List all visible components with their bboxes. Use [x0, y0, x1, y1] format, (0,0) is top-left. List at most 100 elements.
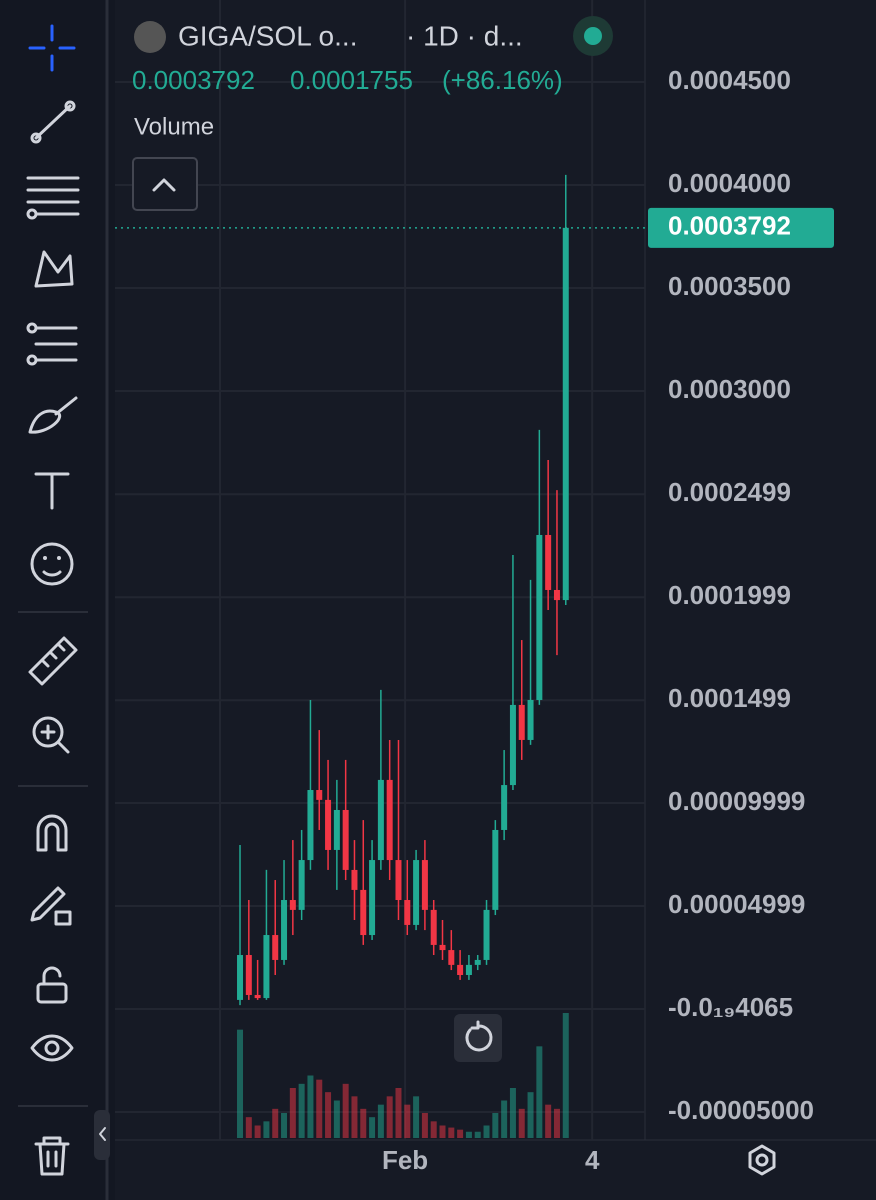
chevron-up — [152, 178, 176, 192]
indicator-name: Volume — [134, 113, 214, 140]
candle-body — [245, 955, 252, 995]
y-tick-label: 0.0001499 — [668, 683, 791, 713]
candle-body — [518, 704, 525, 740]
candle-body — [360, 889, 367, 936]
price-change: 0.0001755 — [290, 65, 413, 95]
volume-bar — [316, 1079, 323, 1138]
candle-body — [465, 964, 472, 975]
candle-body — [307, 790, 314, 861]
brush-tool[interactable] — [28, 396, 78, 434]
y-tick-label: 0.0003500 — [668, 271, 791, 301]
volume-bar — [377, 1104, 384, 1138]
volume-bar — [395, 1088, 402, 1138]
volume-bar — [281, 1113, 288, 1138]
fib-tool[interactable] — [26, 176, 80, 220]
lock-tool[interactable] — [36, 966, 68, 1004]
candle-body — [545, 534, 552, 590]
volume-bar — [501, 1100, 508, 1138]
volume-bar — [237, 1029, 244, 1138]
candle-body — [316, 790, 323, 800]
interval: · 1D · d... — [406, 20, 523, 51]
candle-body — [342, 809, 349, 870]
candle-body — [562, 227, 569, 601]
candle-body — [474, 959, 481, 965]
candle-body — [457, 964, 464, 975]
delete-tool[interactable] — [34, 1136, 70, 1176]
candle-body — [492, 829, 499, 910]
candle-body — [448, 950, 455, 965]
plot: 0.0004500 0.0004000 0.0003500 0.0003000 0.00… — [115, 0, 834, 1175]
candle-body — [325, 799, 332, 850]
y-tick-label: 0.00009999 — [668, 786, 805, 816]
text-tool[interactable] — [34, 472, 70, 510]
volume-bar — [527, 1092, 534, 1138]
candle-body — [536, 534, 543, 700]
crosshair-tool[interactable] — [28, 24, 76, 72]
candle-body — [430, 909, 437, 945]
magnet-tool[interactable] — [36, 814, 68, 852]
candle-body — [289, 900, 296, 910]
visibility-tool[interactable] — [30, 1034, 74, 1062]
y-tick-label: 0.00004999 — [668, 889, 805, 919]
volume-bar — [562, 1013, 569, 1138]
volume-bar — [448, 1127, 455, 1138]
volume-bar — [465, 1131, 472, 1138]
volume-bar — [483, 1125, 490, 1138]
settings[interactable] — [748, 1144, 776, 1176]
ruler-tool[interactable] — [28, 636, 78, 686]
volume-bar — [457, 1129, 464, 1138]
market-status-dot — [584, 27, 602, 45]
collapse-indicators[interactable] — [132, 157, 198, 211]
volume-bar — [360, 1108, 367, 1138]
collapse-icon — [99, 1127, 106, 1141]
volume-bar — [413, 1096, 420, 1138]
pattern-tool[interactable] — [34, 250, 74, 288]
candle-body — [483, 909, 490, 960]
volume-bar — [536, 1046, 543, 1138]
candle-body — [377, 779, 384, 861]
volume-bar — [430, 1121, 437, 1138]
y-tick-label: 0.0001999 — [668, 580, 791, 610]
candle-body — [527, 699, 534, 740]
volume-bar — [518, 1108, 525, 1138]
volume-bar — [307, 1075, 314, 1138]
volume-bar — [272, 1108, 279, 1138]
volume-bar — [369, 1117, 376, 1138]
volume-bar — [421, 1113, 428, 1138]
reset-chart[interactable] — [454, 1014, 502, 1062]
volume-bar — [289, 1088, 296, 1138]
projection-tool[interactable] — [26, 322, 78, 366]
volume-bar — [404, 1104, 411, 1138]
price-change-pct: (+86.16%) — [442, 65, 563, 95]
volume-bar — [333, 1100, 340, 1138]
volume-bar — [553, 1108, 560, 1138]
y-tick-label: 0.0004000 — [668, 168, 791, 198]
volume-bar — [245, 1117, 252, 1138]
last-price: 0.0003792 — [132, 65, 255, 95]
reset-icon — [465, 1020, 493, 1052]
toolbar — [0, 0, 106, 1200]
candle-body — [281, 900, 288, 960]
y-tick-label: -0.00005000 — [668, 1095, 814, 1125]
zoom-tool[interactable] — [32, 716, 70, 754]
trend-line-tool[interactable] — [30, 100, 76, 144]
candle-body — [254, 994, 261, 999]
candle-body — [272, 935, 279, 960]
volume-bar — [298, 1083, 305, 1138]
lock-drawings-tool[interactable] — [30, 886, 72, 926]
y-tick-label: 0.0004500 — [668, 65, 791, 95]
volume-bar — [325, 1092, 332, 1138]
candle-body — [404, 900, 411, 925]
candle-body — [298, 860, 305, 910]
volume-bar — [386, 1096, 393, 1138]
volume-bar — [342, 1083, 349, 1138]
candle-body — [263, 935, 270, 999]
y-tick-label: 0.0003000 — [668, 374, 791, 404]
avatar — [134, 21, 166, 53]
price-badge — [648, 207, 834, 248]
candle-body — [369, 860, 376, 936]
candle-body — [237, 955, 244, 1000]
volume-bar — [254, 1125, 261, 1138]
emoji-tool[interactable] — [30, 542, 74, 586]
volume-bar — [545, 1104, 552, 1138]
